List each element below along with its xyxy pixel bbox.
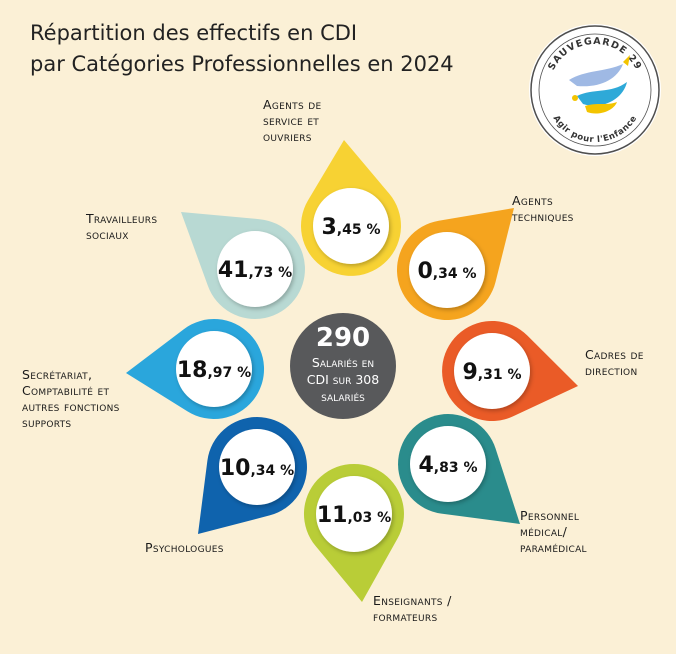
category-label-line: Travailleurs — [86, 211, 158, 226]
value-circle-enseignants — [316, 476, 392, 552]
category-label-line: Psychologues — [145, 540, 224, 555]
category-label-agents_service: Agents de service et ouvriers — [263, 97, 321, 145]
petal-agents_techniques: 0,34 % — [396, 208, 514, 321]
category-label-line: supports — [22, 415, 72, 430]
value-circle-travailleurs — [217, 231, 293, 307]
value-circle-psychologues — [219, 429, 295, 505]
center-line-1: Salariés en — [312, 355, 374, 370]
value-circle-cadres — [454, 333, 530, 409]
category-label-line: Comptabilité et — [22, 383, 110, 398]
value-label-cadres: 9,31 % — [462, 360, 521, 385]
category-label-line: autres fonctions — [22, 399, 120, 414]
category-label-line: paramédical — [520, 540, 587, 555]
page-title: Répartition des effectifs en CDI par Cat… — [30, 18, 454, 80]
category-label-secretariat: Secrétariat, Comptabilité et autres foncti… — [22, 367, 120, 431]
petal-cadres: 9,31 % — [442, 320, 578, 421]
petal-travailleurs: 41,73 % — [181, 212, 305, 319]
center-line-3: salariés — [321, 389, 365, 404]
value-label-agents_techniques: 0,34 % — [417, 259, 476, 284]
value-label-agents_service: 3,45 % — [321, 215, 380, 240]
petal-agents_service: 3,45 % — [300, 140, 401, 276]
category-label-cadres: Cadres de direction — [585, 347, 644, 379]
petal-secretariat: 18,97 % — [126, 319, 265, 420]
bird-hand-icon — [569, 55, 630, 114]
category-label-line: Agents de — [263, 97, 322, 112]
category-label-line: Agents — [512, 193, 553, 208]
category-label-line: Enseignants / — [373, 593, 452, 608]
value-label-travailleurs: 41,73 % — [218, 258, 292, 283]
category-label-medical: Personnel médical/paramédical — [520, 508, 587, 556]
category-label-line: direction — [585, 363, 638, 378]
category-label-travailleurs: Travailleurs sociaux — [86, 211, 157, 243]
category-label-agents_techniques: Agents techniques — [512, 193, 574, 225]
category-label-line: techniques — [512, 209, 574, 224]
category-label-line: ouvriers — [263, 129, 312, 144]
sauvegarde-logo: SAUVEGARDE 29 Agir pour l'Enfance — [529, 24, 661, 156]
petal-enseignants: 11,03 % — [303, 463, 404, 602]
center-line-2: CDI sur 308 — [307, 372, 379, 387]
value-label-psychologues: 10,34 % — [220, 456, 294, 481]
category-label-line: service et — [263, 113, 320, 128]
center-number: 290 — [316, 323, 370, 353]
title-line-2: par Catégories Professionnelles en 2024 — [30, 52, 454, 76]
value-circle-secretariat — [176, 331, 252, 407]
category-label-psychologues: Psychologues — [145, 540, 224, 556]
value-circle-agents_service — [313, 188, 389, 264]
category-label-line: Cadres de — [585, 347, 644, 362]
title-line-1: Répartition des effectifs en CDI — [30, 21, 358, 45]
category-label-line: formateurs — [373, 609, 438, 624]
category-label-line: médical/ — [520, 524, 568, 539]
value-label-enseignants: 11,03 % — [317, 503, 391, 528]
petal-medical: 4,83 % — [398, 414, 520, 524]
category-label-line: Personnel — [520, 508, 580, 523]
value-label-secretariat: 18,97 % — [177, 358, 251, 383]
category-label-enseignants: Enseignants / formateurs — [373, 593, 452, 625]
category-label-line: Secrétariat, — [22, 367, 93, 382]
petal-psychologues: 10,34 % — [198, 417, 307, 534]
value-circle-agents_techniques — [409, 232, 485, 308]
center-circle: 290 Salariés en CDI sur 308 salariés — [290, 313, 396, 419]
value-circle-medical — [410, 426, 486, 502]
category-label-line: sociaux — [86, 227, 129, 242]
value-label-medical: 4,83 % — [418, 453, 477, 478]
